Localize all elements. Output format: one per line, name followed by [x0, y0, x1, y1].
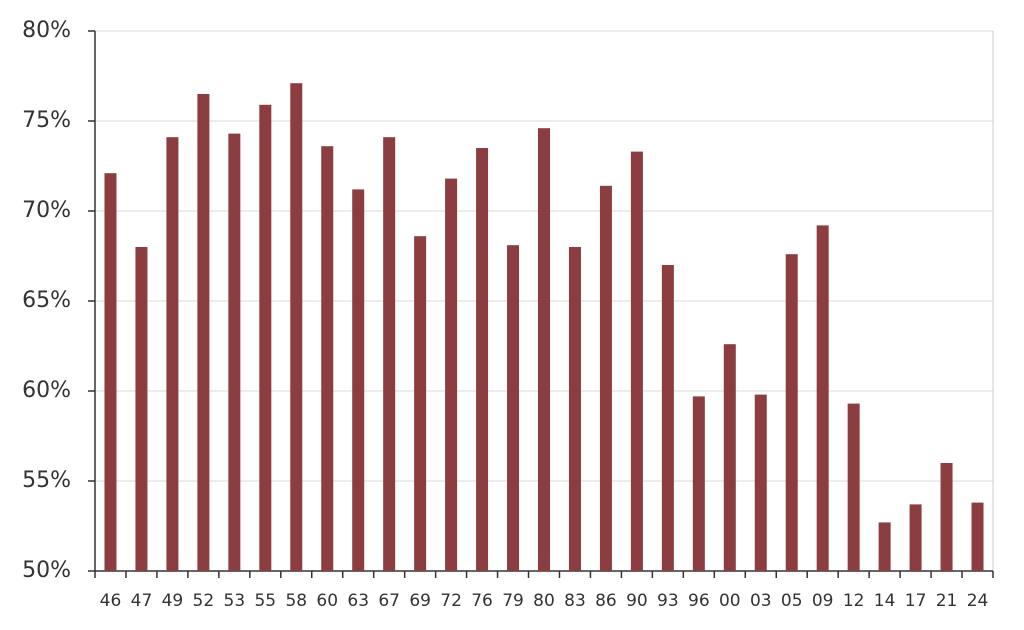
y-tick-label: 65%: [22, 288, 71, 313]
bar: [259, 104, 272, 572]
x-tick-label: 52: [193, 591, 215, 611]
bar: [878, 522, 891, 571]
bar: [754, 394, 767, 571]
x-tick-label: 86: [595, 591, 617, 611]
bar: [568, 247, 581, 571]
x-tick-label: 76: [471, 591, 493, 611]
x-tick-label: 96: [688, 591, 710, 611]
bar: [909, 504, 922, 571]
x-tick-label: 60: [316, 591, 338, 611]
x-tick-label: 67: [378, 591, 400, 611]
x-tick-label: 14: [874, 591, 896, 611]
x-tick-label: 47: [131, 591, 153, 611]
bar: [940, 463, 953, 571]
bar: [692, 396, 705, 571]
x-tick-label: 53: [224, 591, 246, 611]
x-tick-label: 03: [750, 591, 772, 611]
bar: [476, 148, 489, 571]
x-tick-label: 00: [719, 591, 741, 611]
y-tick-label: 55%: [22, 468, 71, 493]
y-tick-label: 50%: [22, 558, 71, 583]
bar: [723, 344, 736, 571]
bar: [630, 151, 643, 571]
x-tick-label: 80: [533, 591, 555, 611]
x-tick-label: 49: [162, 591, 184, 611]
bar: [847, 403, 860, 571]
x-tick-label: 46: [100, 591, 122, 611]
x-tick-label: 58: [285, 591, 307, 611]
bar: [383, 137, 396, 571]
y-tick-label: 60%: [22, 378, 71, 403]
x-tick-label: 72: [440, 591, 462, 611]
bar: [228, 133, 241, 571]
bar: [816, 225, 829, 571]
bar: [971, 502, 984, 571]
x-tick-label: 79: [502, 591, 524, 611]
x-tick-label: 17: [905, 591, 927, 611]
bar: [352, 189, 365, 571]
bar: [166, 137, 179, 571]
x-tick-label: 12: [843, 591, 865, 611]
bar: [414, 236, 427, 571]
bar: [599, 185, 612, 572]
bar: [507, 245, 520, 571]
x-tick-label: 69: [409, 591, 431, 611]
bar: [785, 254, 798, 571]
y-tick-label: 80%: [22, 18, 71, 43]
bar: [197, 94, 210, 571]
x-tick-label: 93: [657, 591, 679, 611]
x-tick-label: 55: [254, 591, 276, 611]
bar: [661, 265, 674, 571]
bar: [290, 83, 303, 571]
bar: [445, 178, 458, 571]
bar: [321, 146, 334, 571]
y-tick-label: 70%: [22, 198, 71, 223]
x-tick-label: 90: [626, 591, 648, 611]
bar: [538, 128, 550, 571]
bar: [135, 247, 148, 571]
x-tick-label: 09: [812, 591, 834, 611]
y-tick-label: 75%: [22, 108, 71, 133]
x-tick-label: 21: [936, 591, 958, 611]
bar: [104, 173, 117, 571]
x-tick-label: 63: [347, 591, 369, 611]
x-tick-label: 24: [967, 591, 989, 611]
x-tick-label: 05: [781, 591, 803, 611]
x-tick-label: 83: [564, 591, 586, 611]
